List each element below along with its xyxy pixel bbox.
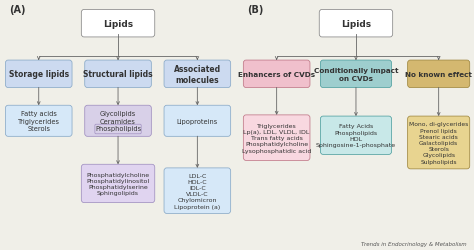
Text: No known effect: No known effect — [405, 72, 472, 78]
FancyBboxPatch shape — [82, 164, 155, 203]
FancyBboxPatch shape — [5, 106, 72, 137]
Text: Associated
molecules: Associated molecules — [174, 64, 221, 84]
Text: Conditionally impact
on CVDs: Conditionally impact on CVDs — [314, 68, 398, 81]
FancyBboxPatch shape — [85, 61, 151, 88]
Text: (A): (A) — [9, 5, 26, 15]
Text: Lipids: Lipids — [341, 20, 371, 28]
Text: LDL-C
HDL-C
IDL-C
VLDL-C
Chylomicron
Lipoprotein (a): LDL-C HDL-C IDL-C VLDL-C Chylomicron Lip… — [174, 173, 220, 209]
FancyBboxPatch shape — [85, 106, 151, 137]
Text: Triglycerides
Lp(a), LDL, VLDL, IDL
Trans fatty acids
Phosphatidylcholine
Lysoph: Triglycerides Lp(a), LDL, VLDL, IDL Tran… — [242, 123, 311, 153]
FancyBboxPatch shape — [319, 10, 392, 38]
FancyBboxPatch shape — [320, 116, 392, 155]
FancyBboxPatch shape — [164, 61, 231, 88]
Text: Lipids: Lipids — [103, 20, 133, 28]
Text: Storage lipids: Storage lipids — [9, 70, 69, 79]
Text: (B): (B) — [247, 5, 264, 15]
FancyBboxPatch shape — [408, 116, 470, 169]
Text: Lipoproteins: Lipoproteins — [177, 118, 218, 124]
Text: Fatty acids
Triglycerides
Sterols: Fatty acids Triglycerides Sterols — [18, 111, 60, 132]
Text: Trends in Endocrinology & Metabolism: Trends in Endocrinology & Metabolism — [361, 241, 467, 246]
Text: Glycolipids
Ceramides
Phospholipids: Glycolipids Ceramides Phospholipids — [95, 111, 141, 132]
Text: Mono, di-glycerides
Prenol lipids
Stearic acids
Galactolipids
Sterols
Glycolipid: Mono, di-glycerides Prenol lipids Steari… — [409, 122, 468, 164]
FancyBboxPatch shape — [408, 61, 470, 88]
FancyBboxPatch shape — [82, 10, 155, 38]
Text: Phosphatidylcholine
Phosphatidylinositol
Phosphatidylserine
Sphingolipids: Phosphatidylcholine Phosphatidylinositol… — [86, 172, 150, 196]
Text: Enhancers of CVDs: Enhancers of CVDs — [238, 72, 315, 78]
FancyBboxPatch shape — [243, 61, 310, 88]
FancyBboxPatch shape — [164, 106, 231, 137]
FancyBboxPatch shape — [320, 61, 392, 88]
Text: Structural lipids: Structural lipids — [83, 70, 153, 79]
Text: Fatty Acids
Phospholipids
HDL
Sphingosine-1-phosphate: Fatty Acids Phospholipids HDL Sphingosin… — [316, 124, 396, 148]
FancyBboxPatch shape — [164, 168, 231, 214]
FancyBboxPatch shape — [243, 116, 310, 161]
FancyBboxPatch shape — [5, 61, 72, 88]
